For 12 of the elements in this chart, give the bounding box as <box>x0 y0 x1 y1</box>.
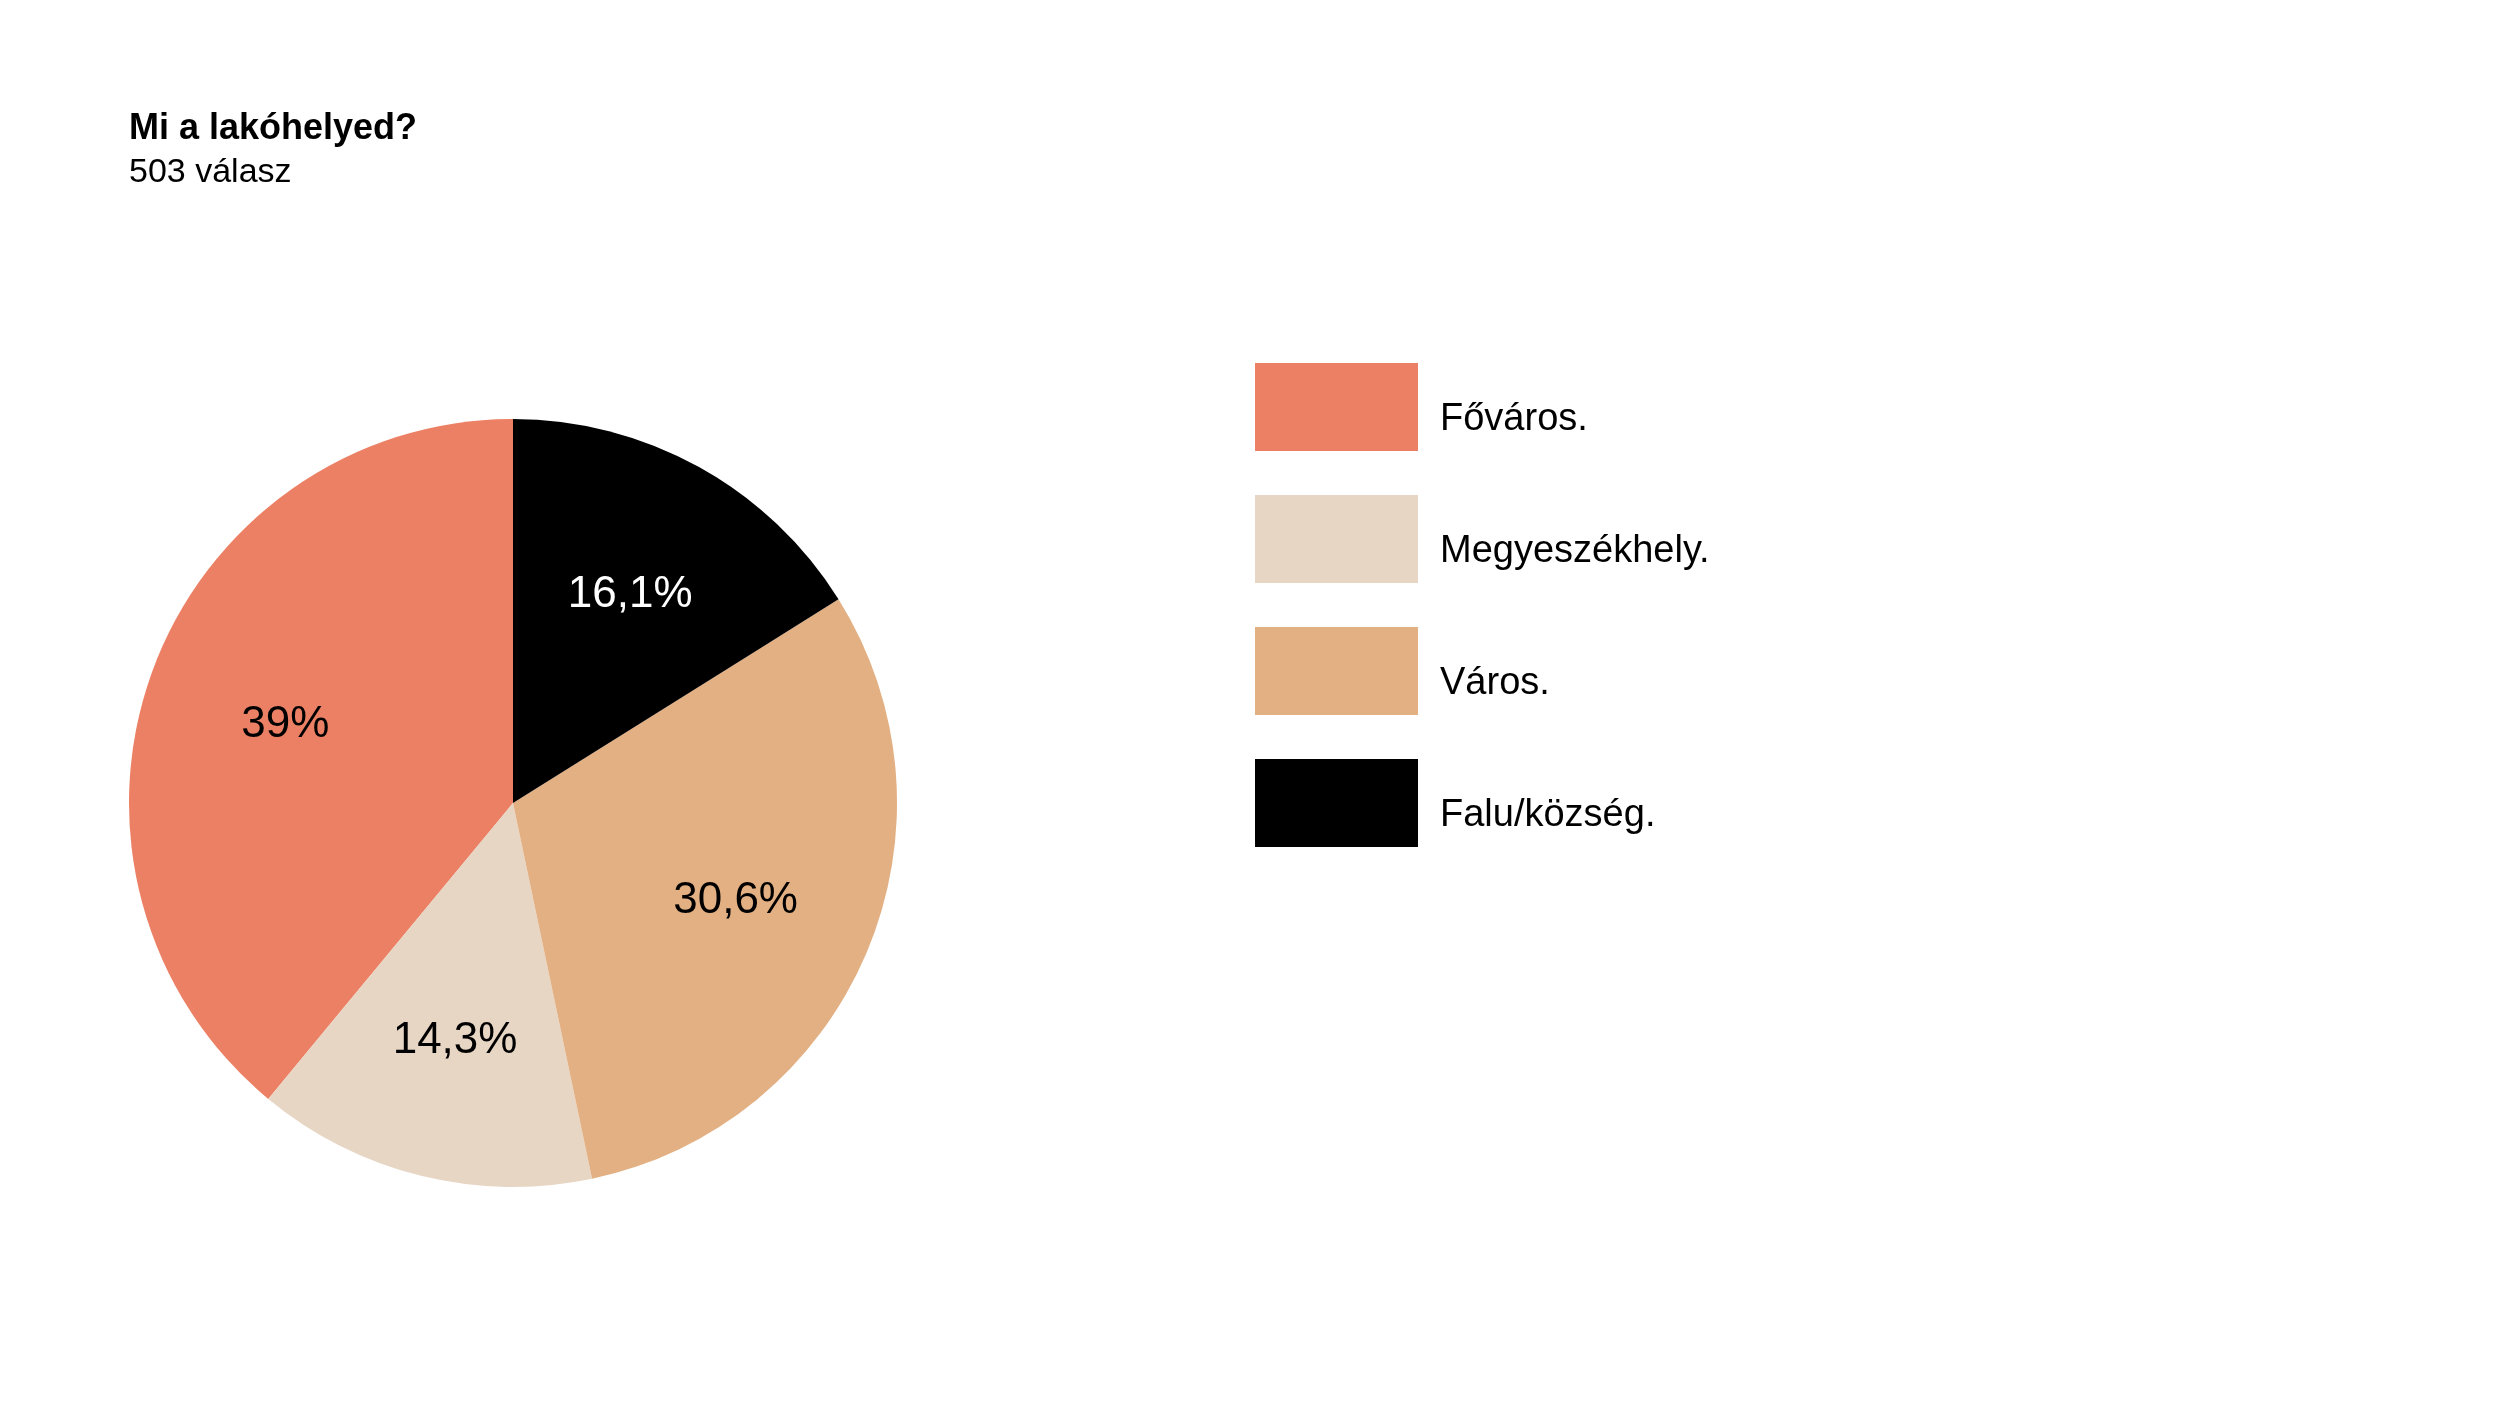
data-label: 14,3% <box>392 1013 518 1063</box>
legend-label: Megyeszékhely. <box>1440 527 1710 571</box>
data-label: 16,1% <box>567 566 693 616</box>
legend-label: Főváros. <box>1440 395 1588 439</box>
legend-label: Város. <box>1440 659 1550 703</box>
chart-subtitle: 503 válasz <box>129 151 292 189</box>
chart-title: Mi a lakóhelyed? <box>129 106 418 147</box>
data-label: 30,6% <box>673 873 799 923</box>
pie-slice <box>268 803 593 1187</box>
data-label: 39% <box>241 696 330 746</box>
pie-slice <box>513 419 839 803</box>
legend-label: Falu/község. <box>1440 791 1656 835</box>
